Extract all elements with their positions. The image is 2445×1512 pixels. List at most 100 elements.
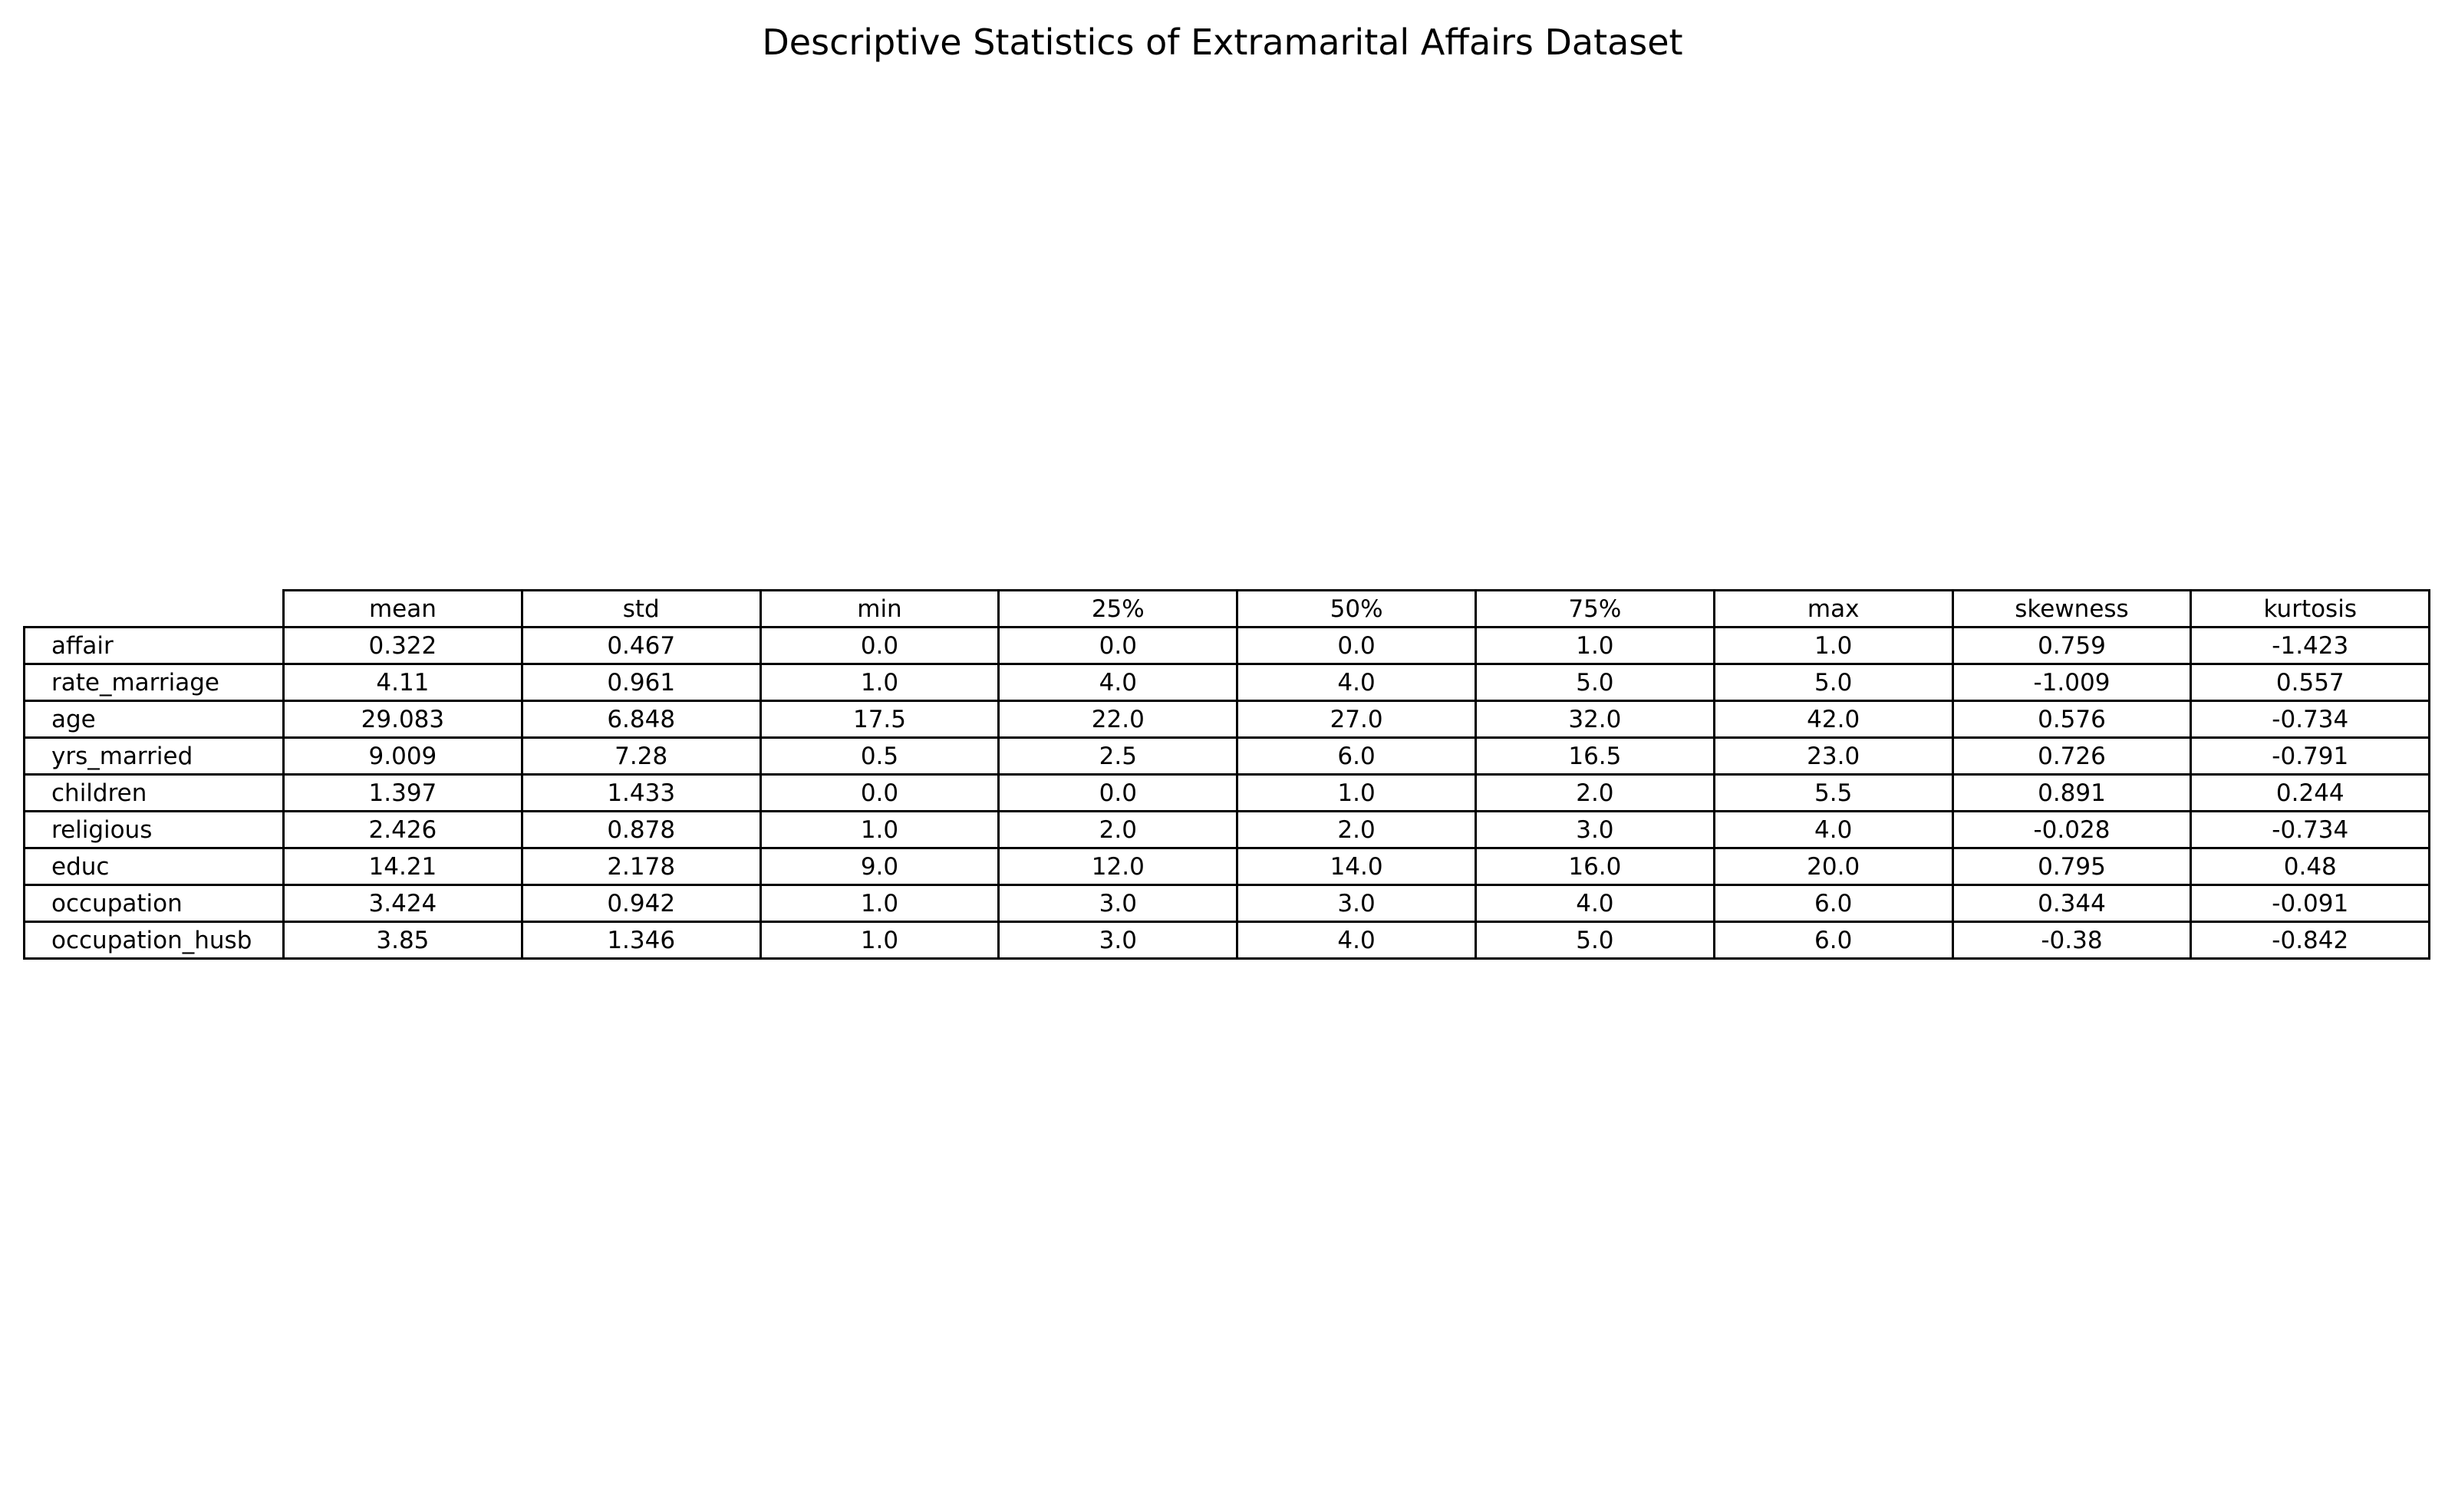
table-cell: 1.0 <box>759 884 1000 923</box>
table-cell: 16.0 <box>1474 847 1715 886</box>
table-cell: -0.38 <box>1951 921 2193 960</box>
table-cell: 1.0 <box>759 663 1000 702</box>
row-label: occupation <box>23 884 285 923</box>
table-header: mean std min 25% 50% 75% max skewness kurtosis <box>24 589 2431 628</box>
table-cell: 5.0 <box>1474 921 1715 960</box>
column-header: mean <box>282 589 523 628</box>
table-cell: 12.0 <box>997 847 1239 886</box>
table-row: rate_marriage 4.11 0.961 1.0 4.0 4.0 5.0 5.0 -1.… <box>23 663 2431 702</box>
table-cell: 0.0 <box>759 626 1000 665</box>
column-header: std <box>520 589 762 628</box>
table-row: age 29.083 6.848 17.5 22.0 27.0 32.0 42.0 0.576-… <box>23 700 2431 739</box>
table-cell: 6.0 <box>1712 921 1954 960</box>
table-cell: -1.009 <box>1951 663 2193 702</box>
table-cell: 1.0 <box>759 921 1000 960</box>
table-cell: 4.0 <box>1236 921 1477 960</box>
row-label: religious <box>23 810 285 849</box>
row-label: occupation_husb <box>23 921 285 960</box>
table-cell: 0.961 <box>520 663 762 702</box>
table-cell: 16.5 <box>1474 736 1715 776</box>
table-cell: 0.942 <box>520 884 762 923</box>
table-cell: 32.0 <box>1474 700 1715 739</box>
table-cell: 0.557 <box>2190 663 2431 702</box>
table-cell: 42.0 <box>1712 700 1954 739</box>
table-row: children 1.397 1.433 0.0 0.0 1.0 2.0 5.5 0.891 0.… <box>23 773 2431 812</box>
table-cell: 2.5 <box>997 736 1239 776</box>
table-cell: 9.009 <box>282 736 523 776</box>
table-cell: -0.734 <box>2190 700 2431 739</box>
table-cell: -0.091 <box>2190 884 2431 923</box>
table-row: occupation 3.424 0.942 1.0 3.0 3.0 4.0 6.0 0.344… <box>23 884 2431 923</box>
table-cell: 0.244 <box>2190 773 2431 812</box>
table-cell: 4.0 <box>1236 663 1477 702</box>
table-row: religious 2.426 0.878 1.0 2.0 2.0 3.0 4.0 -0.028… <box>23 810 2431 849</box>
table-cell: 0.576 <box>1951 700 2193 739</box>
table-cell: 4.0 <box>997 663 1239 702</box>
table-row: occupation_husb 3.85 1.346 1.0 3.0 4.0 5.0 6.0-… <box>23 921 2431 960</box>
table-cell: 3.0 <box>1236 884 1477 923</box>
table-body: affair 0.322 0.467 0.0 0.0 0.0 1.0 1.0 0.759 -1.4… <box>23 626 2431 960</box>
column-header: 25% <box>997 589 1239 628</box>
table-cell: 0.322 <box>282 626 523 665</box>
table-cell: 2.0 <box>1236 810 1477 849</box>
table-row: educ 14.21 2.178 9.0 12.0 14.0 16.0 20.0 0.795 0.… <box>23 847 2431 886</box>
table-cell: 4.11 <box>282 663 523 702</box>
table-row: yrs_married 9.009 7.28 0.5 2.5 6.0 16.5 23.0 0.7… <box>23 736 2431 776</box>
table-cell: 17.5 <box>759 700 1000 739</box>
row-label: educ <box>23 847 285 886</box>
header-row: mean std min 25% 50% 75% max skewness kurtosis <box>24 589 2431 628</box>
table-cell: 1.397 <box>282 773 523 812</box>
table-cell: 14.0 <box>1236 847 1477 886</box>
table-cell: 9.0 <box>759 847 1000 886</box>
table-cell: 2.178 <box>520 847 762 886</box>
row-label: affair <box>23 626 285 665</box>
table-cell: 3.0 <box>1474 810 1715 849</box>
column-header: 50% <box>1236 589 1477 628</box>
table-cell: -0.028 <box>1951 810 2193 849</box>
table-cell: 0.726 <box>1951 736 2193 776</box>
table-row: affair 0.322 0.467 0.0 0.0 0.0 1.0 1.0 0.759 -1.4… <box>23 626 2431 665</box>
table-cell: 1.0 <box>759 810 1000 849</box>
table-cell: 29.083 <box>282 700 523 739</box>
table-cell: 1.0 <box>1712 626 1954 665</box>
table-cell: 4.0 <box>1712 810 1954 849</box>
table-cell: 0.891 <box>1951 773 2193 812</box>
table-cell: 0.0 <box>997 773 1239 812</box>
table-cell: 6.0 <box>1712 884 1954 923</box>
table-cell: 3.424 <box>282 884 523 923</box>
table-cell: 0.467 <box>520 626 762 665</box>
row-label: children <box>23 773 285 812</box>
column-header: max <box>1712 589 1954 628</box>
table-cell: 3.85 <box>282 921 523 960</box>
table-cell: 22.0 <box>997 700 1239 739</box>
table-cell: -0.791 <box>2190 736 2431 776</box>
table-cell: 0.0 <box>759 773 1000 812</box>
table-cell: 23.0 <box>1712 736 1954 776</box>
table-cell: 20.0 <box>1712 847 1954 886</box>
row-label: rate_marriage <box>23 663 285 702</box>
table-cell: 1.0 <box>1474 626 1715 665</box>
table-cell: 7.28 <box>520 736 762 776</box>
table-cell: 0.795 <box>1951 847 2193 886</box>
row-label: age <box>23 700 285 739</box>
column-header: skewness <box>1951 589 2193 628</box>
row-label: yrs_married <box>23 736 285 776</box>
table-cell: 5.0 <box>1712 663 1954 702</box>
table-cell: 6.848 <box>520 700 762 739</box>
table-cell: 3.0 <box>997 921 1239 960</box>
column-header: 75% <box>1474 589 1715 628</box>
table-cell: 2.0 <box>997 810 1239 849</box>
table-cell: 2.0 <box>1474 773 1715 812</box>
table-cell: 1.433 <box>520 773 762 812</box>
column-header: min <box>759 589 1000 628</box>
table-cell: 2.426 <box>282 810 523 849</box>
table-cell: 6.0 <box>1236 736 1477 776</box>
chart-title: Descriptive Statistics of Extramarital A… <box>762 21 1683 63</box>
table-cell: 1.0 <box>1236 773 1477 812</box>
table-cell: -1.423 <box>2190 626 2431 665</box>
table-cell: -0.734 <box>2190 810 2431 849</box>
table-cell: 14.21 <box>282 847 523 886</box>
table-cell: 3.0 <box>997 884 1239 923</box>
table-cell: 0.0 <box>1236 626 1477 665</box>
table-cell: 0.759 <box>1951 626 2193 665</box>
